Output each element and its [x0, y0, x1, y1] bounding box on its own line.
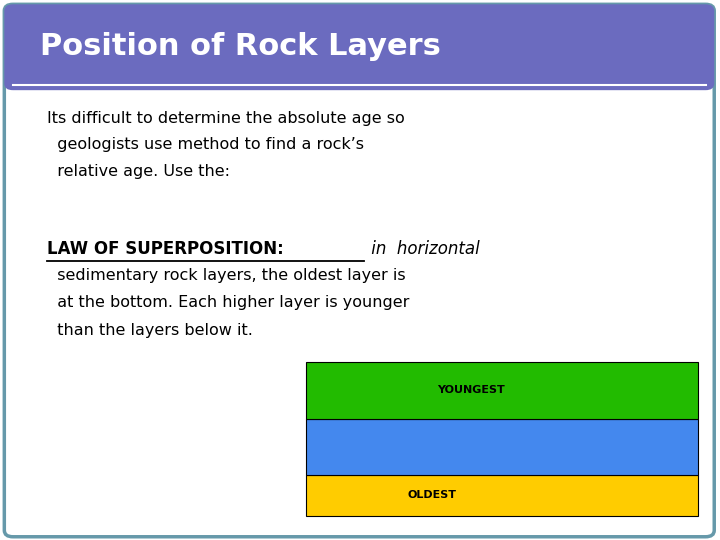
Text: geologists use method to find a rock’s: geologists use method to find a rock’s — [47, 137, 364, 152]
Bar — [306, 418, 698, 475]
Text: OLDEST: OLDEST — [407, 490, 456, 501]
Text: Position of Rock Layers: Position of Rock Layers — [40, 32, 441, 62]
Text: Its difficult to determine the absolute age so: Its difficult to determine the absolute … — [47, 111, 405, 126]
Text: at the bottom. Each higher layer is younger: at the bottom. Each higher layer is youn… — [47, 295, 409, 310]
Bar — [306, 362, 698, 418]
FancyBboxPatch shape — [4, 4, 714, 537]
Text: than the layers below it.: than the layers below it. — [47, 323, 253, 338]
Bar — [306, 475, 698, 516]
FancyBboxPatch shape — [4, 4, 714, 90]
Text: in  horizontal: in horizontal — [366, 240, 480, 258]
Text: sedimentary rock layers, the oldest layer is: sedimentary rock layers, the oldest laye… — [47, 268, 405, 283]
Text: LAW OF SUPERPOSITION:: LAW OF SUPERPOSITION: — [47, 240, 284, 258]
Text: YOUNGEST: YOUNGEST — [437, 385, 505, 395]
Text: relative age. Use the:: relative age. Use the: — [47, 164, 230, 179]
